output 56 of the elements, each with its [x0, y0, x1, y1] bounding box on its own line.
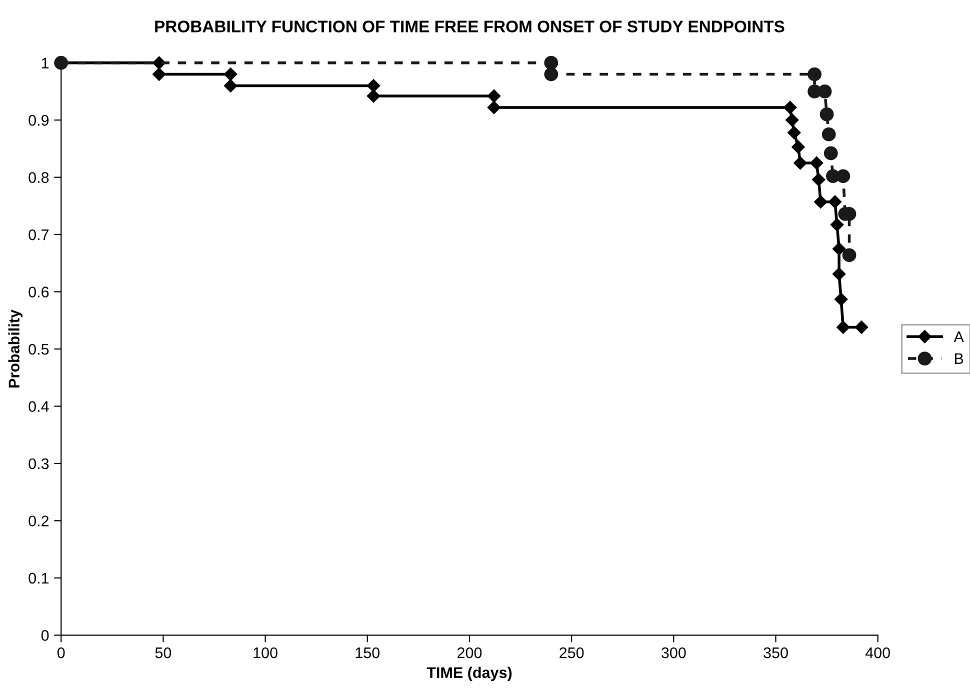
point: [788, 126, 801, 140]
x-tick-label: 300: [662, 647, 686, 658]
y-tick-label: 0.7: [28, 229, 49, 240]
x-tick-label: 200: [458, 647, 482, 658]
point: [834, 292, 848, 306]
x-tick-label: 250: [560, 647, 584, 658]
point: [854, 320, 868, 334]
point: [842, 248, 856, 262]
point: [828, 195, 842, 208]
y-tick-label: 0.4: [28, 401, 49, 412]
point: [822, 127, 836, 142]
x-tick-label: 350: [764, 647, 788, 658]
point: [814, 195, 828, 208]
point: [544, 56, 558, 70]
y-tick-label: 0.3: [28, 458, 49, 470]
y-tick-label: 0.5: [28, 344, 49, 355]
point: [786, 113, 799, 127]
x-tick-label: 0: [57, 647, 65, 658]
x-tick-label: 400: [865, 647, 890, 658]
point: [544, 67, 558, 82]
point: [783, 100, 797, 114]
x-tick-label: 150: [356, 647, 380, 658]
point: [836, 320, 850, 334]
point: [830, 218, 844, 232]
y-axis-title: Probability: [8, 310, 23, 388]
y-tick-label: 0.9: [28, 114, 49, 126]
y-tick-label: 0.6: [28, 286, 49, 298]
point: [366, 79, 380, 92]
point: [836, 169, 850, 184]
point: [832, 242, 846, 256]
point: [152, 68, 166, 81]
x-tick-label: 50: [155, 647, 172, 658]
legend-label: B: [955, 353, 964, 364]
point: [818, 84, 832, 98]
point: [224, 68, 238, 81]
chart-title: PROBABILITY FUNCTION OF TIME FREE FROM ONSET OF STUDY ENDPOINTS: [155, 20, 784, 32]
point: [808, 67, 822, 82]
legend-label: A: [954, 332, 964, 342]
point: [487, 100, 501, 114]
y-tick-label: 0.8: [28, 172, 49, 183]
x-axis-title: TIME (days): [426, 666, 512, 682]
y-tick-label: 1: [42, 58, 49, 68]
point: [812, 172, 826, 186]
point: [792, 140, 805, 154]
point: [824, 146, 838, 160]
y-tick-label: 0.2: [28, 516, 49, 526]
point: [832, 267, 846, 281]
point: [224, 79, 238, 92]
y-tick-label: 0: [41, 630, 49, 641]
point: [487, 89, 501, 103]
point: [820, 107, 834, 122]
point: [810, 156, 824, 170]
x-tick-label: 100: [254, 647, 278, 658]
point: [794, 156, 807, 170]
y-tick-label: 0.1: [28, 572, 49, 584]
point: [366, 89, 380, 103]
